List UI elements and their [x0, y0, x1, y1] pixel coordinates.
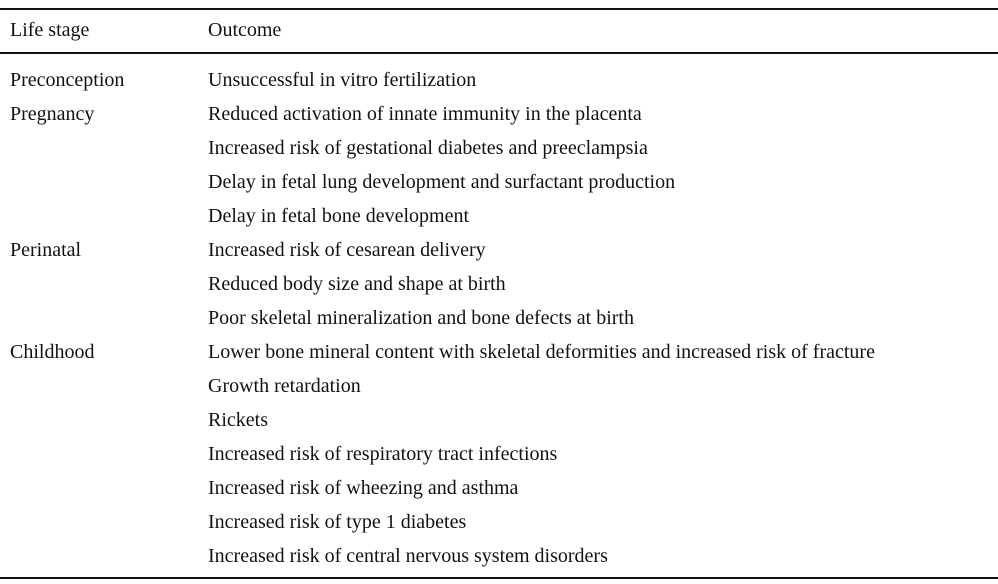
table-row: Increased risk of type 1 diabetes	[0, 508, 998, 542]
outcome-cell: Poor skeletal mineralization and bone de…	[208, 307, 634, 329]
table-row: Poor skeletal mineralization and bone de…	[0, 304, 998, 338]
table-header-rule	[0, 52, 998, 54]
outcome-cell: Reduced activation of innate immunity in…	[208, 103, 642, 125]
outcome-cell: Lower bone mineral content with skeletal…	[208, 341, 875, 363]
outcome-cell: Increased risk of gestational diabetes a…	[208, 137, 648, 159]
table-row: Rickets	[0, 406, 998, 440]
outcome-cell: Increased risk of respiratory tract infe…	[208, 443, 558, 465]
table-row: Reduced body size and shape at birth	[0, 270, 998, 304]
life-stage-cell: Childhood	[10, 341, 95, 363]
life-stage-cell: Preconception	[10, 69, 125, 91]
table-row: Delay in fetal lung development and surf…	[0, 168, 998, 202]
table-row: Increased risk of central nervous system…	[0, 542, 998, 576]
column-header-outcome: Outcome	[208, 19, 282, 41]
table-row: Preconception Unsuccessful in vitro fert…	[0, 66, 998, 100]
outcome-cell: Reduced body size and shape at birth	[208, 273, 506, 295]
table-row: Perinatal Increased risk of cesarean del…	[0, 236, 998, 270]
table-top-rule	[0, 8, 998, 10]
outcome-cell: Delay in fetal lung development and surf…	[208, 171, 676, 193]
column-header-life-stage: Life stage	[10, 19, 90, 41]
outcome-cell: Delay in fetal bone development	[208, 205, 470, 227]
table-row: Delay in fetal bone development	[0, 202, 998, 236]
table-row: Increased risk of wheezing and asthma	[0, 474, 998, 508]
life-stage-cell: Pregnancy	[10, 103, 95, 125]
table-body: Preconception Unsuccessful in vitro fert…	[0, 66, 998, 576]
table-row: Growth retardation	[0, 372, 998, 406]
outcome-cell: Unsuccessful in vitro fertilization	[208, 69, 477, 91]
outcome-cell: Increased risk of type 1 diabetes	[208, 511, 467, 533]
outcome-cell: Growth retardation	[208, 375, 361, 397]
outcome-cell: Rickets	[208, 409, 268, 431]
outcome-cell: Increased risk of wheezing and asthma	[208, 477, 519, 499]
table-row: Increased risk of gestational diabetes a…	[0, 134, 998, 168]
table-bottom-rule	[0, 577, 998, 579]
outcome-cell: Increased risk of cesarean delivery	[208, 239, 486, 261]
table-row: Increased risk of respiratory tract infe…	[0, 440, 998, 474]
table-row: Pregnancy Reduced activation of innate i…	[0, 100, 998, 134]
life-stage-cell: Perinatal	[10, 239, 82, 261]
outcome-cell: Increased risk of central nervous system…	[208, 545, 608, 567]
table-row: Childhood Lower bone mineral content wit…	[0, 338, 998, 372]
